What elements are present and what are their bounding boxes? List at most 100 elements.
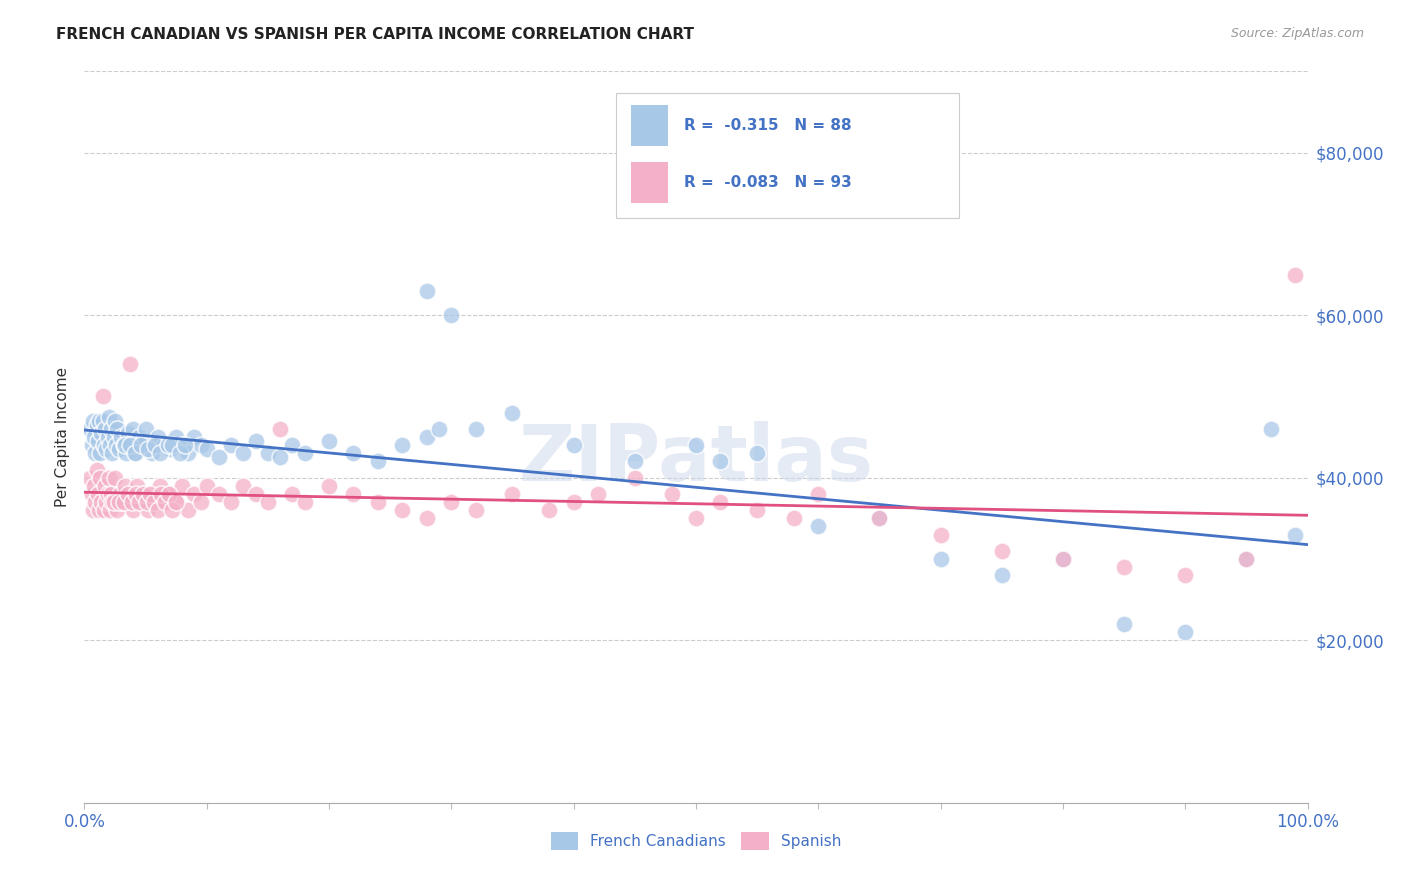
- Point: [105, 503, 128, 517]
- Point: [440, 495, 463, 509]
- Legend: French Canadians, Spanish: French Canadians, Spanish: [543, 824, 849, 857]
- Point: [281, 438, 304, 452]
- Point: [83, 430, 105, 444]
- Point: [139, 487, 162, 501]
- Point: [97, 487, 120, 501]
- Point: [269, 422, 291, 436]
- Point: [108, 487, 131, 501]
- Point: [342, 487, 364, 501]
- Point: [169, 446, 191, 460]
- Point: [135, 495, 157, 509]
- Point: [783, 511, 806, 525]
- Point: [257, 446, 280, 460]
- Point: [135, 422, 157, 436]
- Point: [118, 438, 141, 452]
- Point: [747, 446, 769, 460]
- Point: [991, 544, 1014, 558]
- Point: [141, 446, 163, 460]
- Point: [685, 438, 707, 452]
- Point: [128, 430, 150, 444]
- Point: [165, 495, 187, 509]
- Point: [562, 438, 585, 452]
- Point: [219, 438, 242, 452]
- Point: [162, 438, 184, 452]
- Point: [97, 471, 120, 485]
- Point: [1284, 268, 1306, 282]
- Point: [502, 487, 524, 501]
- Point: [1260, 422, 1282, 436]
- Point: [416, 430, 439, 444]
- Point: [245, 487, 267, 501]
- Point: [129, 495, 152, 509]
- Point: [153, 495, 176, 509]
- Point: [624, 471, 647, 485]
- Point: [177, 446, 200, 460]
- Point: [132, 434, 155, 449]
- Point: [294, 495, 316, 509]
- Point: [165, 495, 187, 509]
- Point: [89, 446, 111, 460]
- Point: [661, 487, 683, 501]
- Point: [82, 503, 104, 517]
- Point: [1052, 552, 1074, 566]
- Point: [101, 446, 124, 460]
- Point: [87, 503, 110, 517]
- Point: [84, 495, 107, 509]
- FancyBboxPatch shape: [631, 162, 668, 202]
- Point: [1236, 552, 1258, 566]
- Point: [87, 487, 110, 501]
- Point: [107, 442, 129, 457]
- Point: [117, 425, 139, 440]
- Point: [183, 430, 205, 444]
- Point: [1174, 568, 1197, 582]
- Point: [83, 479, 105, 493]
- Point: [709, 454, 731, 468]
- Point: [86, 417, 108, 432]
- Point: [89, 471, 111, 485]
- Point: [115, 446, 138, 460]
- Point: [143, 495, 166, 509]
- Point: [79, 422, 101, 436]
- Point: [1284, 527, 1306, 541]
- Point: [159, 487, 181, 501]
- Point: [1052, 552, 1074, 566]
- Point: [105, 422, 128, 436]
- Point: [747, 503, 769, 517]
- Point: [87, 414, 110, 428]
- Point: [427, 422, 450, 436]
- Point: [162, 503, 184, 517]
- Point: [562, 495, 585, 509]
- Point: [929, 552, 952, 566]
- Point: [103, 495, 125, 509]
- FancyBboxPatch shape: [616, 94, 959, 218]
- Point: [177, 503, 200, 517]
- Point: [115, 495, 138, 509]
- Point: [195, 442, 218, 457]
- Point: [80, 487, 103, 501]
- Point: [1236, 552, 1258, 566]
- Point: [91, 414, 114, 428]
- Point: [128, 495, 150, 509]
- Point: [87, 434, 110, 449]
- Point: [93, 438, 115, 452]
- Point: [257, 495, 280, 509]
- Point: [150, 487, 173, 501]
- Point: [90, 425, 112, 440]
- Point: [103, 430, 125, 444]
- Text: R =  -0.315   N = 88: R = -0.315 N = 88: [683, 118, 852, 133]
- Point: [464, 503, 486, 517]
- Point: [190, 495, 212, 509]
- Point: [122, 422, 145, 436]
- Point: [807, 519, 830, 533]
- Point: [96, 495, 118, 509]
- Point: [391, 503, 413, 517]
- Point: [502, 406, 524, 420]
- Point: [107, 495, 129, 509]
- Point: [586, 487, 609, 501]
- Point: [111, 495, 134, 509]
- Point: [94, 479, 117, 493]
- Point: [125, 479, 148, 493]
- Point: [440, 308, 463, 322]
- Point: [807, 487, 830, 501]
- Point: [367, 495, 389, 509]
